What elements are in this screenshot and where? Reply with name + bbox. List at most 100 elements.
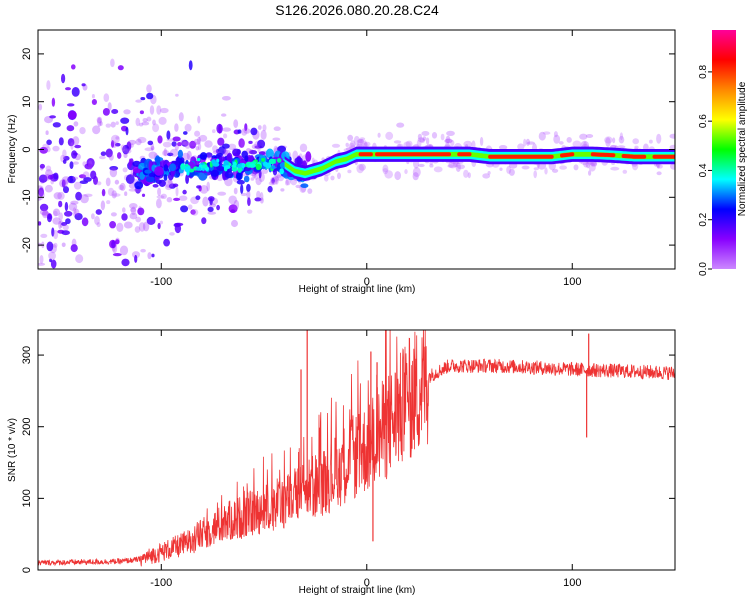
noise-blob	[159, 220, 163, 225]
noise-blob	[250, 177, 255, 181]
ridge-speckle	[195, 167, 202, 171]
noise-blob	[382, 168, 388, 173]
x-tick-label: 0	[364, 276, 370, 288]
noise-blob	[91, 213, 95, 220]
noise-blob	[95, 209, 103, 215]
noise-blob	[463, 140, 473, 148]
noise-blob	[166, 130, 171, 140]
noise-blob	[146, 84, 152, 93]
noise-blob	[121, 258, 130, 267]
noise-blob	[134, 254, 138, 263]
noise-blob	[121, 213, 128, 221]
noise-blob	[47, 174, 54, 180]
noise-blob	[167, 179, 173, 185]
noise-blob	[129, 212, 138, 220]
noise-blob	[216, 123, 223, 134]
noise-blob	[487, 171, 491, 175]
noise-blob	[228, 204, 238, 214]
noise-blob	[62, 180, 66, 187]
noise-blob	[53, 242, 58, 248]
noise-blob	[588, 170, 592, 176]
noise-blob	[125, 174, 135, 185]
noise-blob	[330, 175, 335, 181]
noise-blob	[53, 208, 60, 217]
noise-blob	[275, 174, 282, 178]
y-tick-label: 0	[21, 146, 33, 152]
noise-blob	[193, 138, 201, 145]
noise-blob	[106, 200, 111, 205]
noise-blob	[180, 205, 189, 213]
noise-blob	[111, 140, 115, 148]
noise-blob	[49, 258, 53, 263]
noise-blob	[160, 193, 167, 199]
noise-blob	[75, 191, 82, 201]
noise-blob	[440, 133, 445, 141]
colorbar-tick-label: 0.4	[698, 163, 709, 177]
noise-blob	[116, 222, 124, 232]
noise-blob	[157, 135, 163, 144]
noise-blob	[130, 207, 137, 213]
noise-blob	[42, 143, 50, 149]
noise-blob	[270, 176, 278, 185]
noise-blob	[72, 161, 79, 165]
noise-blob	[448, 161, 457, 169]
noise-blob	[257, 125, 262, 130]
noise-blob	[107, 102, 112, 111]
noise-blob	[431, 132, 438, 139]
noise-blob	[634, 145, 639, 150]
ridge-blob	[210, 169, 220, 177]
ridge-blob	[219, 156, 226, 162]
noise-blob	[271, 177, 275, 184]
colorbar-tick-label: 0.2	[698, 212, 709, 226]
noise-blob	[455, 162, 461, 173]
noise-blob	[162, 141, 172, 148]
snr-y-ticks: 0 100 200 300	[21, 346, 675, 573]
noise-blob	[498, 145, 508, 150]
noise-blob	[63, 186, 69, 194]
noise-blob	[250, 127, 258, 136]
ridge-speckle	[268, 158, 276, 165]
noise-blob	[209, 203, 216, 208]
noise-blob	[78, 174, 87, 179]
noise-blob	[256, 190, 261, 199]
noise-blob	[146, 92, 154, 100]
noise-blob	[217, 191, 227, 196]
noise-blob	[377, 132, 381, 138]
noise-blob	[141, 121, 150, 126]
noise-blob	[102, 108, 110, 116]
y-tick-label: -10	[21, 189, 33, 205]
noise-blob	[280, 188, 285, 192]
noise-blob	[221, 113, 227, 117]
noise-blob	[359, 138, 364, 145]
noise-blob	[72, 207, 77, 217]
noise-blob	[163, 238, 171, 247]
noise-blob	[53, 210, 58, 217]
noise-blob	[109, 221, 116, 229]
ridge-speckle	[248, 163, 256, 168]
noise-blob	[299, 143, 308, 153]
ridge-speckle	[276, 158, 282, 163]
noise-blob	[72, 136, 80, 146]
noise-blob	[151, 253, 155, 258]
noise-blob	[38, 174, 48, 183]
noise-blob	[182, 189, 187, 195]
colorbar-tick-label: 0.6	[698, 114, 709, 128]
noise-blob	[425, 137, 430, 145]
noise-blob	[146, 216, 156, 225]
noise-blob	[533, 170, 537, 179]
noise-blob	[591, 161, 597, 167]
ridge-speckle	[261, 157, 266, 162]
noise-blob	[115, 239, 120, 245]
noise-blob	[105, 177, 111, 187]
noise-blob	[111, 240, 116, 249]
noise-blob	[348, 142, 355, 150]
noise-blob	[99, 155, 106, 160]
ridge-blob	[163, 174, 168, 181]
noise-blob	[669, 144, 675, 150]
noise-blob	[110, 141, 118, 148]
noise-blob	[171, 141, 177, 147]
noise-blob	[363, 141, 371, 147]
noise-blob	[39, 209, 49, 216]
noise-blob	[184, 123, 192, 132]
noise-blob	[122, 167, 128, 173]
